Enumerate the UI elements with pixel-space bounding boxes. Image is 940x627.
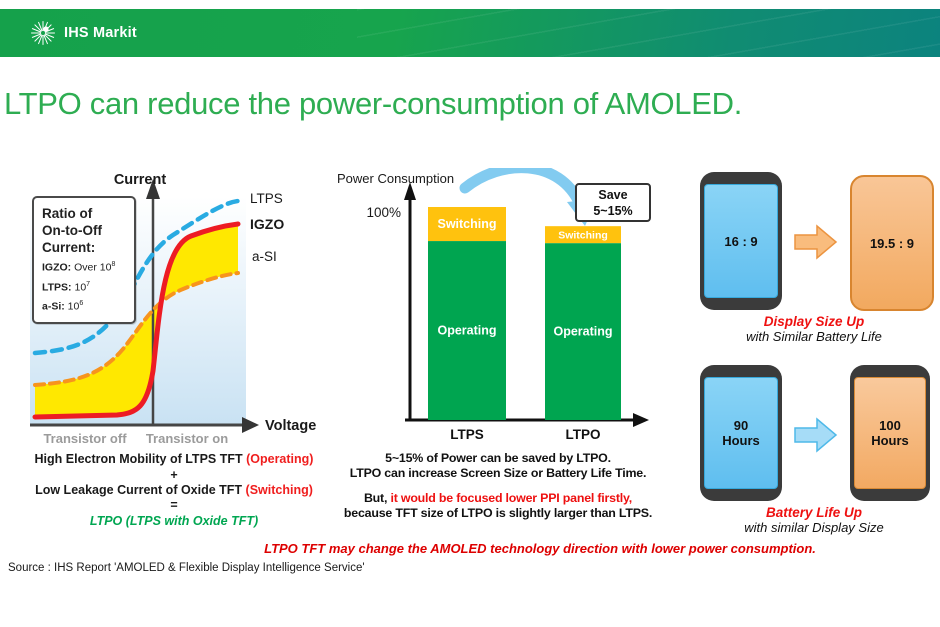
bar-ltpo-switching-label: Switching [558,230,608,242]
power-bar-svg: Power Consumption 100% Switching Operati… [337,162,651,442]
formula-line2-highlight: (Switching) [245,482,313,497]
phone-100-hours: 100 Hours [850,365,930,501]
phone-19-5-9-label: 19.5 : 9 [869,235,915,251]
phone-16-9-label: 16 : 9 [724,233,758,249]
note-line-1: 5~15% of Power can be saved by LTPO. [385,451,611,465]
bar-ltpo-category-label: LTPO [566,427,601,442]
ratio-heading-2: On-to-Off [42,223,102,238]
ratio-annotation-box: Ratio of On-to-Off Current: IGZO: Over 1… [32,196,136,324]
power-notes: 5~15% of Power can be saved by LTPO. LTP… [330,451,666,520]
phone-comparison-panel: 16 : 9 19.5 : 9 Display Size Up with Sim… [688,168,940,568]
bar-ltpo-switching [545,226,621,244]
formula-line-1: High Electron Mobility of LTPS TFT (Oper… [8,452,340,468]
formula-line-2: Low Leakage Current of Oxide TFT (Switch… [8,483,340,499]
ratio-item-ltps-exp: 7 [86,280,91,288]
phone-100-hours-label: 100 Hours [871,418,909,448]
bar-ltps-switching-label: Switching [437,217,496,231]
ratio-heading-1: Ratio of [42,206,93,221]
ratio-item-asi: a-Si: 106 [42,296,128,315]
phone-16-9: 16 : 9 [700,172,782,310]
y-axis-arrowhead [146,179,160,199]
ratio-item-igzo-name: IGZO: [42,261,72,274]
note-line-3: But, it would be focused lower PPI panel… [330,491,666,506]
formula-plus: + [170,467,178,482]
phone-90-hours-label: 90 Hours [722,418,760,448]
y-axis-label: Current [114,172,167,188]
bar-ltpo-operating-label: Operating [553,325,612,339]
note-line3-highlight: it would be focused lower PPI panel firs… [390,491,633,505]
ratio-item-ltps: LTPS: 107 [42,277,128,296]
display-size-caption: Display Size Up with Similar Battery Lif… [688,314,940,344]
page-title: LTPO can reduce the power-consumption of… [4,86,743,121]
ltpo-formula: High Electron Mobility of LTPS TFT (Oper… [8,452,340,530]
battery-life-caption: Battery Life Up with similar Display Siz… [688,505,940,535]
save-callout-line2: 5~15% [593,204,632,218]
formula-equals: = [170,498,178,512]
phone-16-9-screen: 16 : 9 [704,184,778,298]
ratio-item-igzo: IGZO: Over 108 [42,257,128,276]
save-callout-line1: Save [598,188,627,202]
ratio-heading-3: Current: [42,240,96,255]
note-line3-prefix: But, [363,491,391,505]
yellow-fill-region [35,224,238,417]
phone-100-hours-screen: 100 Hours [854,377,926,489]
orange-arrow-icon [794,224,838,265]
ltps-curve [32,198,241,356]
asi-curve [33,271,240,387]
bar-ltps-operating-label: Operating [437,324,496,338]
x-axis-arrowhead [242,417,259,433]
legend-igzo: IGZO [250,216,284,232]
note-spacer [330,480,666,491]
phone-90-hours: 90 Hours [700,365,782,501]
ratio-item-ltps-name: LTPS: [42,281,72,293]
formula-line2-text: Low Leakage Current of Oxide TFT [35,482,246,497]
legend-asi: a-SI [252,249,277,264]
power-y-arrowhead [404,182,416,200]
ratio-item-ltps-value: 10 [71,281,87,293]
transistor-off-label: Transistor off [43,431,127,446]
bar-ltps-operating [428,241,506,420]
phone-19-5-9: 19.5 : 9 [850,175,934,311]
igzo-curve [32,221,241,420]
formula-line1-highlight: (Operating) [246,452,314,466]
ihs-markit-sunburst-icon [31,21,55,45]
save-callout-box [575,183,651,222]
power-x-arrowhead [633,413,649,427]
blue-arrow-icon [794,417,838,458]
brand-header-bar: IHS Markit [0,9,940,57]
legend-ltps: LTPS [250,191,283,206]
header-fan-pattern [357,9,940,57]
display-size-caption-highlight: Display Size Up [763,314,865,329]
ratio-item-asi-name: a-Si: [42,300,65,313]
formula-line1-text: High Electron Mobility of LTPS TFT [34,452,247,466]
brand-logo: IHS Markit [30,9,137,57]
bar-ltps-category-label: LTPS [450,427,484,442]
ratio-item-asi-exp: 6 [79,300,84,307]
battery-life-caption-rest: with similar Display Size [744,520,884,535]
power-consumption-chart: Power Consumption 100% Switching Operati… [333,162,663,446]
hundred-percent-label: 100% [366,205,401,220]
bar-ltpo-operating [545,243,621,420]
brand-name: IHS Markit [64,25,137,41]
ratio-item-asi-value: 10 [64,300,80,313]
battery-life-caption-highlight: Battery Life Up [765,505,863,520]
source-line: Source : IHS Report 'AMOLED & Flexible D… [8,562,365,574]
save-arrow-curve [459,162,586,210]
power-axis-title: Power Consumption [337,171,454,186]
ratio-item-igzo-value: Over 10 [71,261,112,274]
bar-ltps-switching [428,207,506,242]
note-line-2: LTPO can increase Screen Size or Battery… [349,465,647,480]
formula-result: LTPO (LTPS with Oxide TFT) [89,514,259,528]
phone-90-hours-screen: 90 Hours [704,377,778,489]
transfer-curve-chart: Current Voltage LTPS IGZO a-SI Transisto… [25,163,340,455]
transistor-on-label: Transistor on [146,431,228,446]
ratio-item-igzo-exp: 8 [111,261,116,268]
note-line-4: because TFT size of LTPO is slightly lar… [343,505,653,520]
display-size-caption-rest: with Similar Battery Life [746,329,882,344]
x-axis-label: Voltage [265,418,316,434]
takeaway-line: LTPO TFT may change the AMOLED technolog… [264,541,816,556]
